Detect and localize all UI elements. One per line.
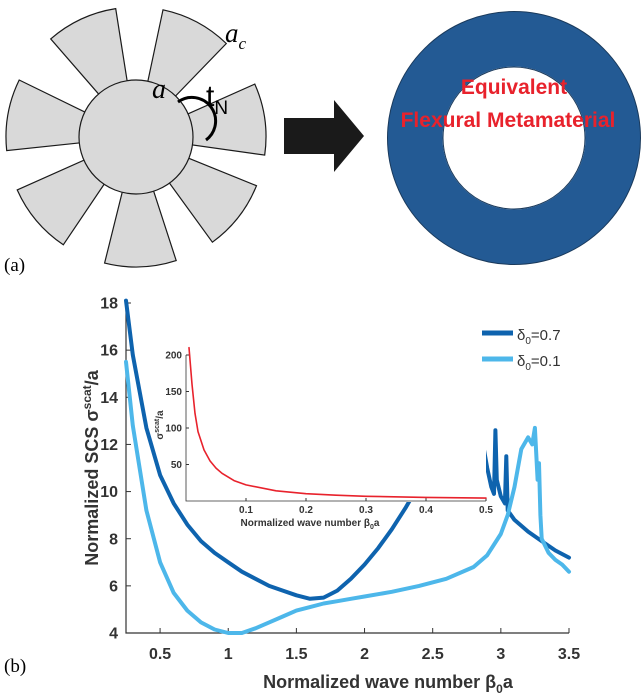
- inset-x-tick-label: 0.5: [479, 505, 493, 516]
- inset-axis-lines: [185, 355, 486, 502]
- legend-label-0: δ0=0.7: [517, 327, 561, 347]
- ring-label-line2: Flexural Metamaterial: [401, 109, 616, 132]
- main-y-tick-label: 14: [100, 390, 118, 407]
- legend-label-1: δ0=0.1: [517, 353, 561, 373]
- inset-background: [186, 350, 486, 502]
- symbol-tN: tN: [206, 80, 228, 119]
- x-axis-label: Normalized wave number β0a: [263, 672, 514, 696]
- fin-5: [16, 156, 109, 246]
- inset-chart: 0.1 0.2 0.3 0.4 0.5 50 100 150 200 Normalized wa…: [154, 346, 493, 531]
- main-x-tick-label: 3.5: [558, 646, 580, 663]
- metamaterial-ring: [387, 11, 641, 265]
- inset-x-tick-label: 0.2: [299, 505, 313, 516]
- inset-series: [188, 346, 487, 499]
- inset-y-tick-label: 150: [165, 387, 182, 398]
- panel-b-label: (b): [4, 656, 26, 677]
- main-y-tick-label: 18: [100, 296, 118, 313]
- main-y-tick-label: 12: [100, 437, 118, 454]
- main-y-tick-label: 8: [109, 531, 118, 548]
- main-y-tick-label: 6: [109, 578, 118, 595]
- main-x-tick-label: 0.5: [149, 646, 171, 663]
- inset-x-tick-label: 0.3: [359, 505, 373, 516]
- angle-arc: [177, 95, 218, 142]
- main-x-tick-label: 1.5: [285, 646, 307, 663]
- main-x-tick-label: 2.5: [422, 646, 444, 663]
- main-y-tick-label: 10: [100, 484, 118, 501]
- y-axis-label: Normalized SCS σscat/a: [80, 369, 102, 565]
- fin-2: [181, 83, 267, 156]
- resonator-fins: [5, 7, 267, 268]
- inset-series-line-0: [188, 346, 487, 499]
- inset-y-tick-label: 200: [165, 351, 182, 362]
- inset-x-tick-label: 0.4: [419, 505, 433, 516]
- fin-0: [49, 7, 129, 101]
- inset-x-axis-label: Normalized wave number β0a: [241, 518, 380, 531]
- main-x-tick-label: 1: [224, 646, 233, 663]
- ring-hole: [442, 66, 586, 210]
- inset-axes: [185, 355, 486, 502]
- inset-x-tick-label: 0.1: [239, 505, 253, 516]
- fin-6: [5, 79, 92, 152]
- fin-3: [164, 154, 258, 244]
- ring-label-line1: Equivalent: [461, 76, 567, 99]
- main-ticks: 0.5 1 1.5 2 2.5 3 3.5 4 6 8 10 12 14 16 18: [100, 296, 580, 663]
- legend: δ0=0.7 δ0=0.1: [482, 327, 561, 373]
- core-disc: [78, 79, 194, 195]
- symbol-a: a: [152, 74, 166, 105]
- arrow-icon: [284, 100, 364, 172]
- inset-ticks: 0.1 0.2 0.3 0.4 0.5 50 100 150 200: [165, 351, 493, 517]
- panel-a: a ac tN Equivalent Flexural Metamaterial…: [4, 7, 641, 276]
- symbol-ac: ac: [225, 18, 247, 53]
- main-series-line-1: [124, 359, 571, 635]
- main-x-tick-label: 2: [360, 646, 369, 663]
- fin-4: [103, 183, 177, 268]
- inset-y-tick-label: 50: [171, 460, 183, 471]
- main-y-tick-label: 4: [109, 626, 118, 643]
- fin-1: [145, 9, 228, 102]
- panel-a-label: (a): [4, 255, 25, 276]
- main-y-tick-label: 16: [100, 343, 118, 360]
- inset-y-tick-label: 100: [165, 424, 182, 435]
- main-x-tick-label: 3: [496, 646, 505, 663]
- inset-y-axis-label: σscat/a: [154, 410, 166, 440]
